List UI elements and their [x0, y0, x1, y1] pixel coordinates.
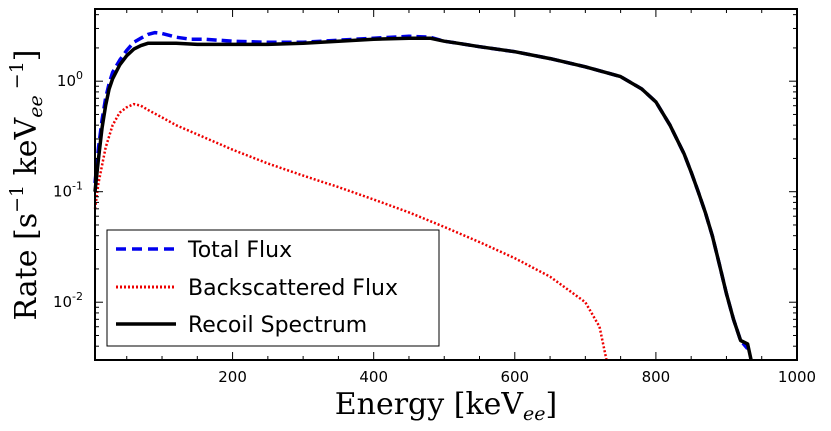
x-tick-label: 1000	[778, 368, 816, 386]
y-axis-title-part2: keV	[9, 116, 44, 184]
x-tick-label: 800	[642, 368, 671, 386]
y-axis-title-exp2: −1	[6, 61, 28, 95]
series-layer	[93, 30, 753, 361]
legend-label-recoil-spectrum: Recoil Spectrum	[188, 313, 367, 338]
legend-label-backscattered-flux: Backscattered Flux	[188, 276, 398, 301]
series-line-recoil-spectrum	[93, 36, 753, 361]
series-line-backscattered-flux	[93, 102, 608, 361]
y-tick-label: 100	[57, 69, 83, 90]
y-axis-title-part1: Rate [s	[9, 213, 44, 321]
y-axis-title-sub: ee	[25, 95, 47, 118]
x-tick-label: 400	[359, 368, 388, 386]
y-tick-label: 10-1	[53, 180, 83, 201]
x-tick-label: 200	[218, 368, 247, 386]
legend-box	[106, 229, 440, 347]
plot-frame	[94, 8, 798, 361]
legend: Total Flux Backscattered Flux Recoil Spe…	[106, 229, 440, 347]
y-axis-title-exp1: −1	[6, 185, 28, 213]
x-tick-label: 600	[500, 368, 529, 386]
x-axis-title-main: Energy [keV	[335, 387, 525, 422]
x-axis-title-close: ]	[546, 387, 558, 422]
x-axis-title-sub: ee	[523, 403, 546, 425]
y-axis-title-close: ]	[9, 49, 44, 61]
x-axis-title: Energy [keVee]	[335, 387, 558, 425]
y-axis-title: Rate [s−1 keVee −1]	[6, 49, 47, 320]
y-tick-label: 10-2	[53, 290, 83, 311]
legend-label-total-flux: Total Flux	[187, 238, 292, 263]
